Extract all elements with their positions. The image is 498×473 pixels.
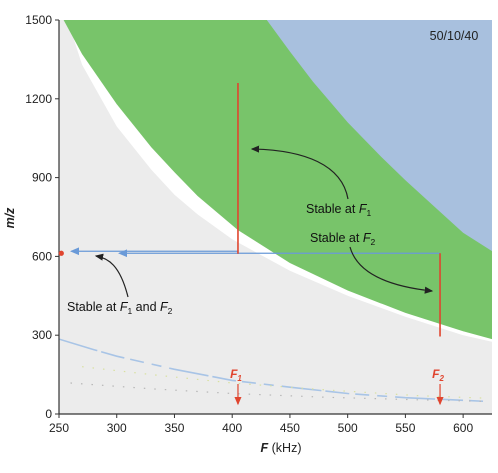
y-tick-label-600: 600 <box>32 249 52 263</box>
plot-area <box>59 20 492 414</box>
blue-region <box>266 20 492 252</box>
composition-label: 50/10/40 <box>430 29 479 43</box>
y-tick-label-0: 0 <box>45 407 52 421</box>
y-tick-label-900: 900 <box>32 171 52 185</box>
x-axis-label: F <box>261 441 269 455</box>
projection-point-1 <box>58 250 64 256</box>
x-tick-label-500: 500 <box>338 421 358 435</box>
dotted-curve-1 <box>82 366 487 399</box>
callout-arrow-f1 <box>250 145 349 200</box>
y-tick-label-1200: 1200 <box>25 92 52 106</box>
x-tick-label-600: 600 <box>453 421 473 435</box>
x-axis-title: F (kHz) <box>261 441 302 455</box>
axes: 250 300 350 400 450 500 550 600 0 300 600 900 1200 1… <box>25 13 492 435</box>
dotted-curve-2 <box>70 382 487 402</box>
x-tick-label-300: 300 <box>107 421 127 435</box>
y-tick-label-1500: 1500 <box>25 13 52 27</box>
callout-arrow-f1-f2 <box>94 253 129 298</box>
x-axis-ticks: 250 300 350 400 450 500 550 600 <box>49 414 473 435</box>
frequency-marker-label-2: F2 <box>432 367 444 383</box>
y-axis-ticks: 0 300 600 900 1200 1500 <box>25 13 59 421</box>
annotation-1: Stable at F1 <box>306 202 371 218</box>
y-axis-title: m/z <box>3 207 17 229</box>
frequency-marker-label-1: F1 <box>230 367 242 383</box>
x-tick-label-400: 400 <box>222 421 242 435</box>
annotation-2: Stable at F2 <box>310 231 375 247</box>
x-axis-unit: (kHz) <box>272 441 302 455</box>
annotation-3: Stable at F1 and F2 <box>67 300 173 316</box>
x-tick-label-550: 550 <box>395 421 415 435</box>
dotted-boundary-curves <box>70 366 487 402</box>
y-tick-label-300: 300 <box>32 328 52 342</box>
overlays: F1 F2 Stable at F1 Stable at F2 Stable at F1… <box>58 83 444 406</box>
x-tick-label-350: 350 <box>164 421 184 435</box>
gray-region <box>59 20 492 414</box>
callout-arrow-f2 <box>349 246 434 294</box>
x-tick-label-250: 250 <box>49 421 69 435</box>
dashed-boundary-curve <box>59 338 487 403</box>
x-tick-label-450: 450 <box>280 421 300 435</box>
